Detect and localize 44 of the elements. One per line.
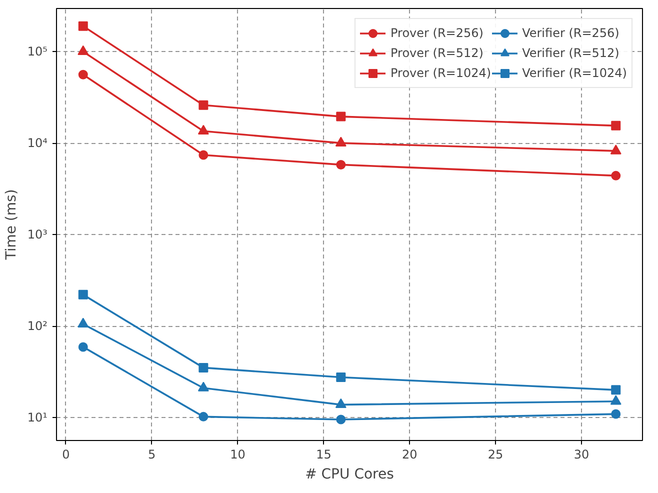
point (198, 382, 209, 392)
point (336, 372, 346, 382)
legend-label: Prover (R=1024) (390, 66, 492, 80)
y-tick-label: 10³ (27, 228, 48, 242)
point (198, 412, 208, 422)
point (610, 395, 622, 405)
point (335, 136, 346, 146)
x-tick-label: 30 (574, 448, 590, 462)
x-axis-title: # CPU Cores (305, 466, 394, 482)
point (78, 318, 89, 328)
point (198, 124, 209, 135)
y-tick-label: 10⁵ (27, 44, 48, 59)
y-axis-title: Time (ms) (3, 189, 20, 261)
y-tick-label: 10² (27, 319, 48, 334)
point (78, 45, 89, 55)
x-tick-label: 10 (230, 448, 246, 462)
point (611, 409, 621, 419)
legend-label: Prover (R=512) (390, 46, 484, 60)
point (336, 414, 346, 424)
x-tick-label: 15 (316, 448, 332, 462)
point (78, 342, 88, 352)
legend-label: Verifier (R=256) (522, 26, 620, 40)
point (336, 160, 346, 170)
legend-label: Prover (R=256) (390, 26, 484, 40)
point (78, 21, 88, 31)
x-tick-label: 5 (148, 448, 156, 462)
point (611, 170, 621, 180)
point (611, 385, 621, 395)
legend-label: Verifier (R=512) (522, 46, 620, 60)
y-tick-label: 10⁴ (27, 136, 48, 150)
point (610, 144, 622, 154)
point (611, 120, 621, 130)
point (198, 100, 208, 110)
legend-label: Verifier (R=1024) (522, 66, 627, 80)
point (78, 290, 88, 300)
point (336, 112, 346, 122)
x-tick-label: 25 (488, 448, 504, 462)
x-tick-label: 0 (62, 448, 70, 462)
point (198, 150, 208, 160)
point (78, 70, 88, 80)
point (198, 362, 208, 372)
x-tick-label: 20 (402, 448, 418, 462)
y-tick-label: 10¹ (27, 410, 48, 424)
point (335, 398, 346, 408)
